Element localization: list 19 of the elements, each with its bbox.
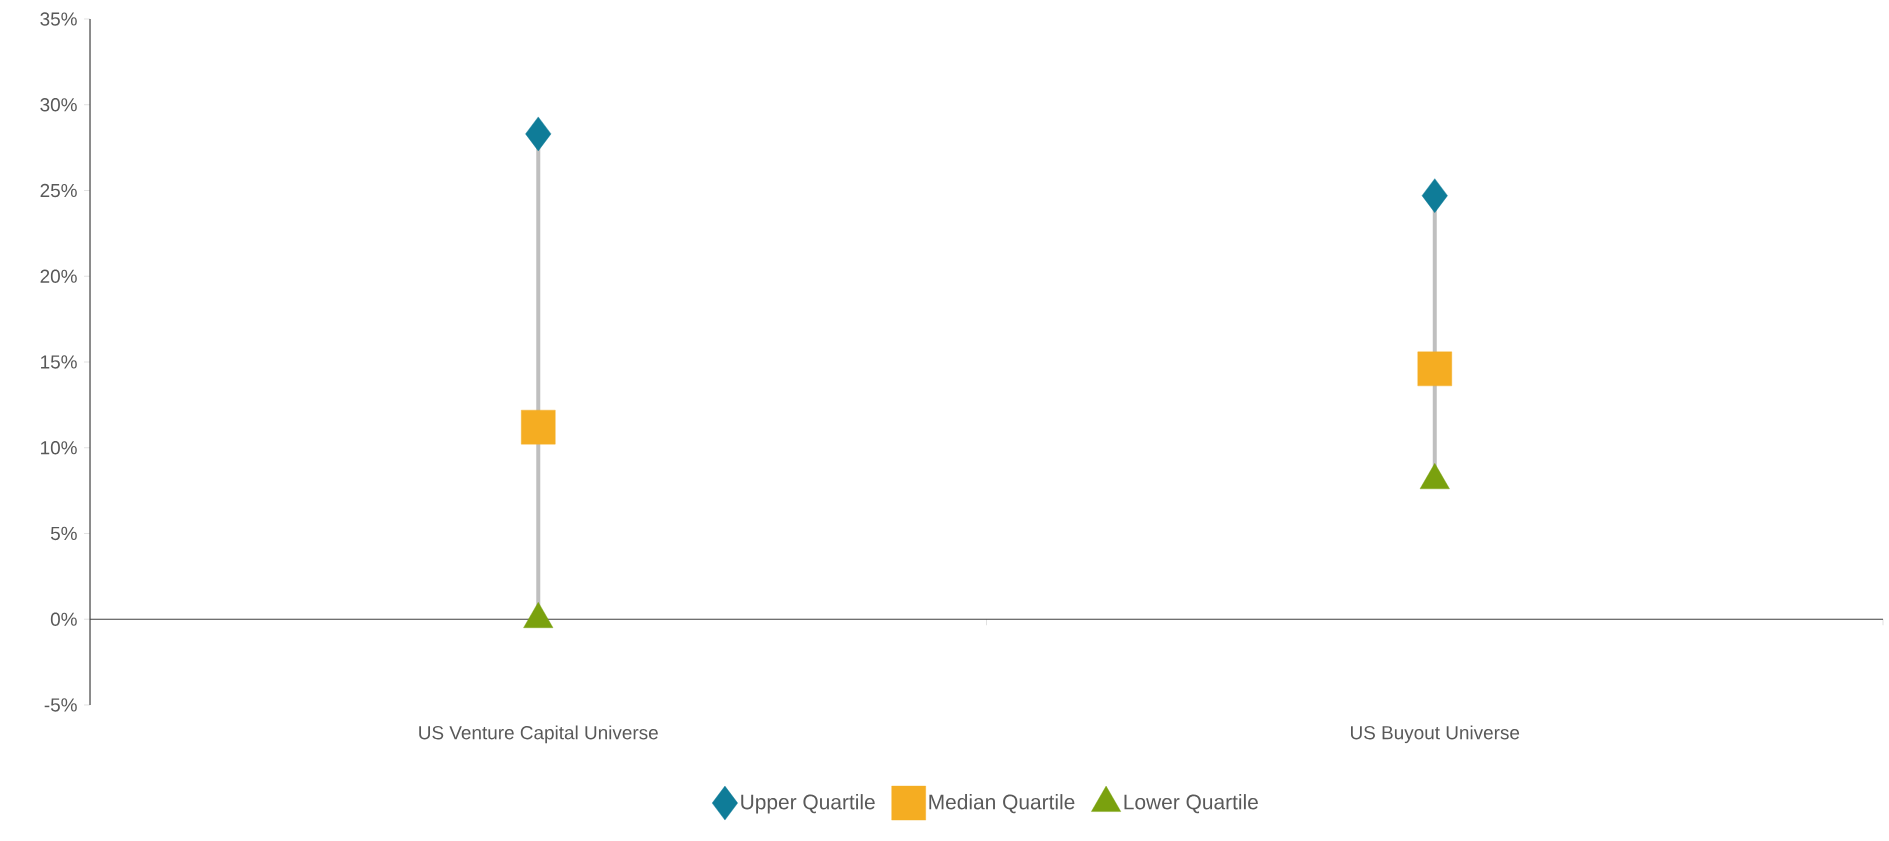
y-tick-label: 15% — [41, 355, 77, 369]
x-tick-label: US Venture Capital Universe — [419, 725, 658, 744]
y-tick-label: 20% — [40, 269, 77, 283]
y-tick-label: 10% — [41, 441, 77, 455]
point — [523, 602, 554, 628]
y-tick-label: 25% — [40, 183, 77, 198]
y-tick-label: 5% — [50, 526, 77, 541]
point — [1417, 351, 1452, 387]
legend-label: Upper Quartile — [741, 794, 875, 814]
point — [1421, 178, 1448, 213]
x-tick-label: US Buyout Universe — [1351, 725, 1520, 744]
y-tick-label: -5% — [44, 698, 77, 712]
point — [525, 116, 552, 152]
point — [1419, 463, 1450, 490]
y-tick-label: 35% — [40, 12, 77, 26]
y-tick-label: 0% — [50, 612, 77, 626]
y-tick-label: 30% — [40, 98, 77, 112]
legend-label: Median Quartile — [929, 794, 1075, 814]
legend-label: Lower Quartile — [1124, 794, 1258, 814]
